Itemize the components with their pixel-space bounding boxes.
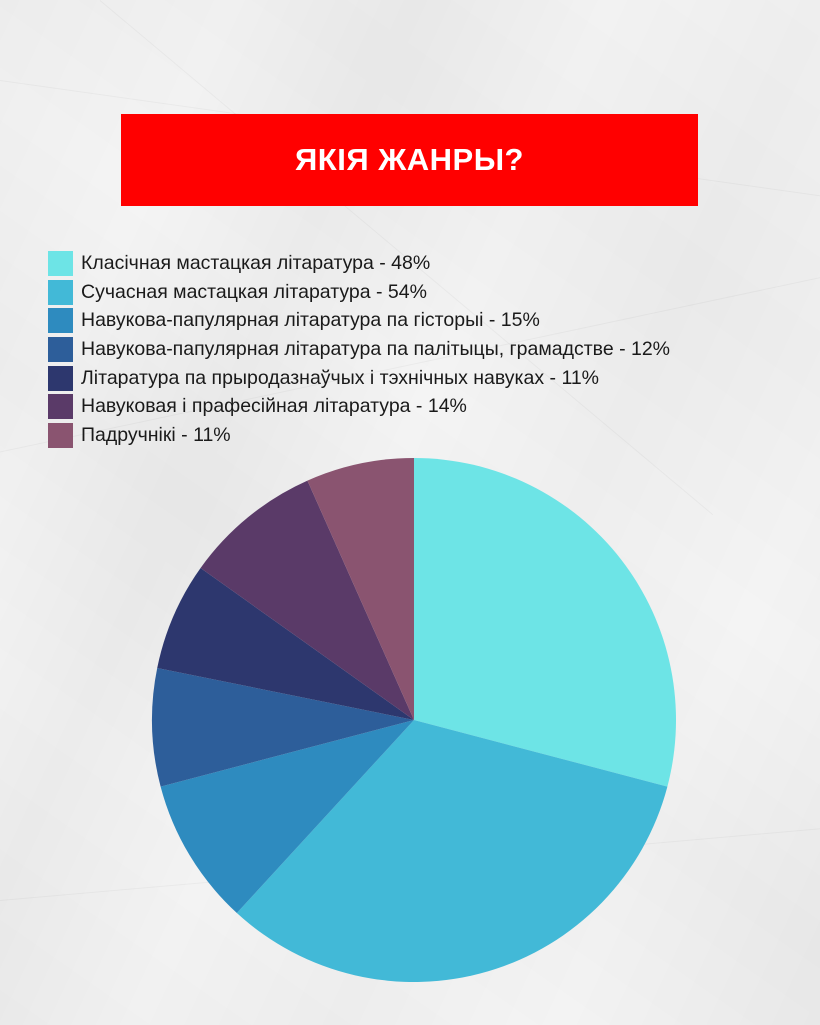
legend-swatch — [48, 250, 73, 276]
legend-item: Навукова-папулярная літаратура па гістор… — [48, 306, 808, 335]
legend-label: Навукова-папулярная літаратура па паліты… — [81, 337, 671, 360]
pie-slice-7 — [307, 458, 414, 720]
pie-slice-1 — [414, 458, 676, 787]
legend-item: Класічная мастацкая літаратура - 48% — [48, 249, 808, 278]
pie-slice-2 — [236, 720, 668, 983]
legend-item: Літаратура па прыродазнаўчых і тэхнічных… — [48, 364, 808, 393]
legend-label: Навукова-папулярная літаратура па гістор… — [81, 309, 540, 332]
legend-item: Навукова-папулярная літаратура па паліты… — [48, 335, 808, 364]
pie-slice-3 — [160, 720, 414, 914]
legend-item: Падручнікі - 11% — [48, 421, 808, 450]
legend-item: Навуковая і прафесійная літаратура - 14% — [48, 392, 808, 421]
pie-slice-6 — [200, 480, 414, 720]
legend-label: Сучасная мастацкая літаратура - 54% — [81, 280, 427, 303]
title-banner: ЯКІЯ ЖАНРЫ? — [121, 114, 698, 206]
legend-label: Літаратура па прыродазнаўчых і тэхнічных… — [81, 366, 600, 389]
legend-label: Падручнікі - 11% — [81, 423, 231, 446]
pie-slice-5 — [157, 568, 414, 720]
legend-swatch — [48, 422, 73, 448]
legend-item: Сучасная мастацкая літаратура - 54% — [48, 278, 808, 307]
pie-slice-4 — [152, 667, 414, 787]
legend-label: Класічная мастацкая літаратура - 48% — [81, 251, 431, 274]
legend-swatch — [48, 336, 73, 362]
legend-swatch — [48, 394, 73, 420]
legend-swatch — [48, 308, 73, 334]
chart-title: ЯКІЯ ЖАНРЫ? — [295, 142, 524, 177]
legend-swatch — [48, 365, 73, 391]
legend-label: Навуковая і прафесійная літаратура - 14% — [81, 395, 467, 418]
chart-legend: Класічная мастацкая літаратура - 48% Суч… — [48, 249, 808, 450]
legend-swatch — [48, 279, 73, 305]
